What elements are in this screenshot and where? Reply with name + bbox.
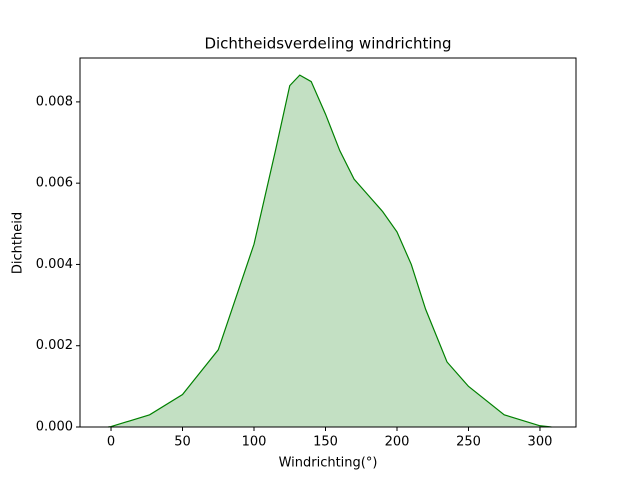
area-fill [108, 75, 552, 427]
x-tick-label: 200 [385, 435, 410, 450]
plot-frame [79, 57, 577, 428]
y-tick-label: 0.000 [36, 420, 73, 435]
x-tick-label: 0 [107, 435, 115, 450]
y-tick-label: 0.008 [36, 94, 73, 109]
y-tick-label: 0.004 [36, 257, 73, 272]
x-tick-label: 150 [313, 435, 338, 450]
x-tick-label: 250 [456, 435, 481, 450]
y-tick-label: 0.002 [36, 338, 73, 353]
density-line [108, 74, 552, 428]
chart-title: Dichtheidsverdeling windrichting [204, 35, 451, 53]
x-tick-label: 100 [242, 435, 267, 450]
y-tick-label: 0.006 [36, 176, 73, 191]
x-tick-label: 300 [528, 435, 553, 450]
x-tick-label: 50 [174, 435, 191, 450]
x-axis-label: Windrichting(°) [279, 456, 378, 471]
y-axis-label: Dichtheid [11, 212, 26, 274]
